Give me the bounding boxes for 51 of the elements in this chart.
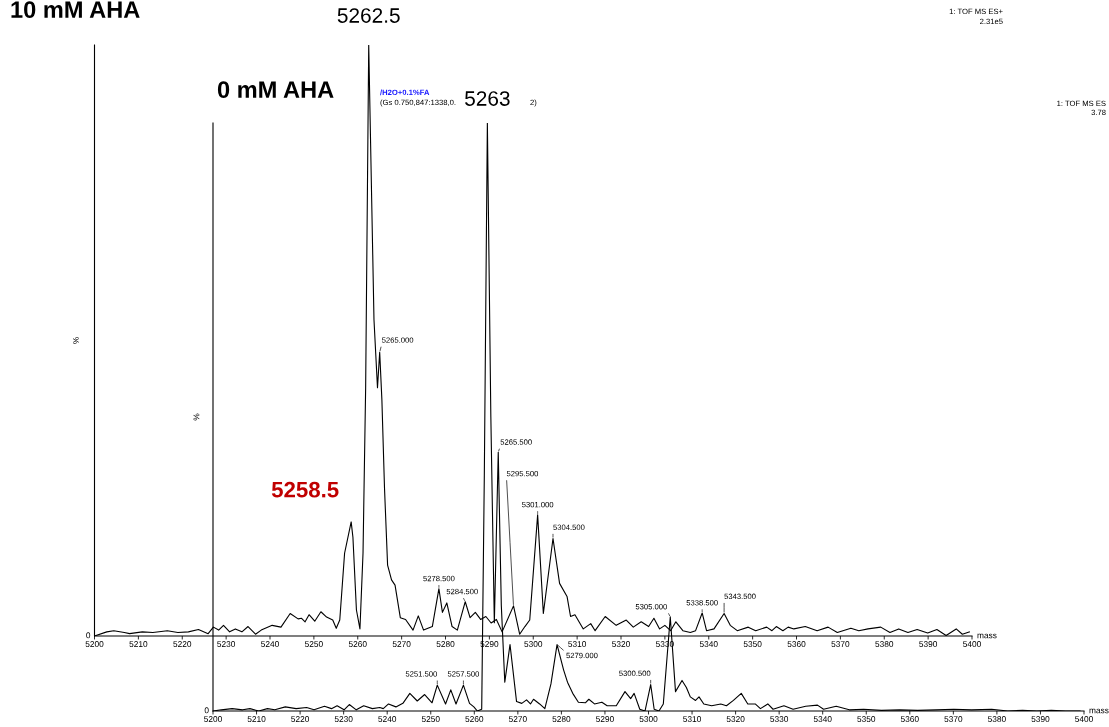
x-tick-label: 5340 [699, 641, 718, 647]
x-tick-label: 5230 [217, 641, 236, 647]
x-tick-label: 5370 [831, 641, 850, 647]
x-tick-label: 5340 [813, 716, 832, 722]
x-tick-label: 5240 [378, 716, 397, 722]
x-tick-label: 5270 [508, 716, 527, 722]
x-tick-label: 5250 [304, 641, 323, 647]
x-tick-label: 5350 [743, 641, 762, 647]
x-axis-title: mass [1089, 708, 1109, 714]
x-tick-label: 5280 [552, 716, 571, 722]
x-axis-title: mass [977, 633, 997, 639]
x-tick-label: 5310 [683, 716, 701, 722]
x-tick-label: 5310 [568, 641, 587, 647]
annotation: 5263 [465, 91, 510, 106]
x-tick-label: 5360 [900, 716, 919, 722]
x-tick-label: 5270 [392, 641, 411, 647]
y-axis-title: % [193, 413, 200, 421]
x-tick-label: 5380 [875, 641, 894, 647]
x-tick-label: 5320 [612, 641, 630, 647]
x-tick-label: 5300 [524, 641, 543, 647]
x-tick-label: 5200 [204, 716, 222, 722]
x-tick-label: 5330 [770, 716, 789, 722]
x-tick-label: 5250 [421, 716, 440, 722]
y-axis-title: % [72, 337, 79, 344]
text: 0 [86, 632, 91, 639]
x-tick-label: 5350 [857, 716, 876, 722]
text: 0 [204, 707, 209, 714]
chart-title: 0 mM AHA [217, 81, 334, 98]
x-tick-label: 5300 [639, 716, 658, 722]
x-tick-label: 5220 [173, 641, 192, 647]
x-tick-label: 5360 [787, 641, 806, 647]
x-tick-label: 5400 [1075, 716, 1093, 722]
x-tick-label: 5240 [261, 641, 279, 647]
x-tick-label: 5320 [726, 716, 745, 722]
chart-title: 10 mM AHA [11, 1, 140, 18]
x-tick-label: 5400 [963, 641, 981, 647]
x-tick-label: 5290 [596, 716, 614, 722]
x-tick-label: 5260 [348, 641, 367, 647]
x-tick-label: 5280 [436, 641, 455, 647]
x-tick-label: 5380 [987, 716, 1006, 722]
x-tick-label: 5210 [129, 641, 148, 647]
x-tick-label: 5370 [944, 716, 963, 722]
x-tick-label: 5210 [247, 716, 266, 722]
x-tick-label: 5220 [291, 716, 310, 722]
annotation: 5262.5 [337, 8, 400, 23]
x-tick-label: 5230 [334, 716, 353, 722]
x-tick-label: 5390 [1031, 716, 1050, 722]
x-tick-label: 5390 [919, 641, 938, 647]
annotation: 5258.5 [271, 481, 339, 498]
x-tick-label: 5200 [85, 641, 104, 647]
x-tick-label: 5260 [465, 716, 484, 722]
